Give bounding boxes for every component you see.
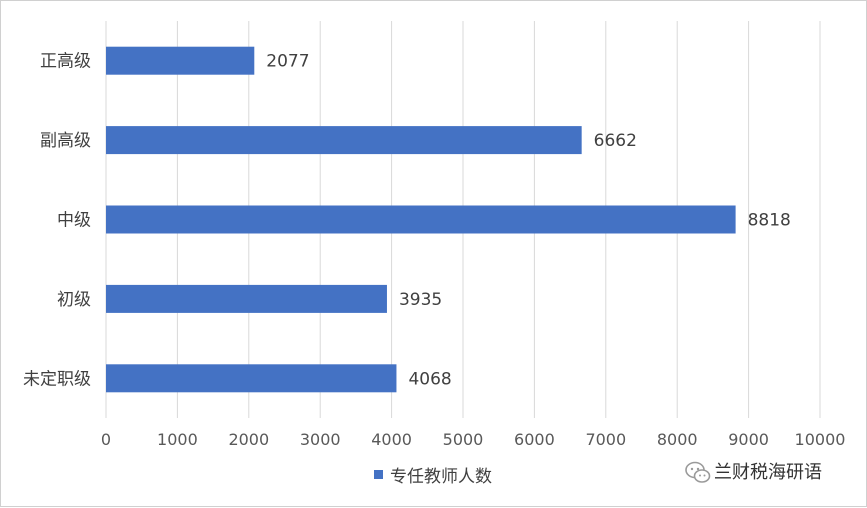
watermark-text: 兰财税海研语 bbox=[714, 462, 822, 483]
bar bbox=[106, 205, 736, 234]
x-tick-label: 3000 bbox=[300, 430, 341, 449]
legend-label: 专任教师人数 bbox=[390, 467, 492, 487]
bar bbox=[106, 46, 255, 75]
x-tick-label: 10000 bbox=[795, 430, 846, 449]
x-tick-label: 9000 bbox=[728, 430, 769, 449]
x-tick-label: 6000 bbox=[514, 430, 555, 449]
data-label: 4068 bbox=[408, 369, 451, 389]
category-label: 副高级 bbox=[40, 131, 91, 151]
data-labels: 2077 6662 8818 3935 4068 bbox=[266, 52, 791, 390]
bars bbox=[106, 46, 736, 393]
x-tick-label: 0 bbox=[101, 430, 111, 449]
legend: 专任教师人数 bbox=[374, 467, 492, 487]
bar bbox=[106, 126, 582, 155]
bar bbox=[106, 364, 397, 393]
category-label: 中级 bbox=[57, 211, 91, 231]
legend-swatch bbox=[374, 470, 383, 479]
x-tick-label: 2000 bbox=[228, 430, 269, 449]
category-label: 正高级 bbox=[40, 52, 91, 72]
x-tick-label: 4000 bbox=[371, 430, 412, 449]
data-label: 3935 bbox=[399, 290, 442, 310]
data-label: 8818 bbox=[748, 211, 791, 231]
watermark: 兰财税海研语 bbox=[685, 461, 822, 483]
bar bbox=[106, 284, 387, 313]
category-label: 初级 bbox=[57, 290, 91, 310]
category-label: 未定职级 bbox=[23, 369, 91, 389]
x-tick-label: 5000 bbox=[443, 430, 484, 449]
data-label: 2077 bbox=[266, 52, 309, 72]
x-tick-label: 7000 bbox=[585, 430, 626, 449]
x-tick-label: 8000 bbox=[657, 430, 698, 449]
wechat-icon bbox=[685, 461, 711, 483]
value-axis: 0 1000 2000 3000 4000 5000 6000 7000 8000 9000 100… bbox=[101, 430, 846, 449]
x-tick-label: 1000 bbox=[157, 430, 198, 449]
data-label: 6662 bbox=[594, 131, 637, 151]
